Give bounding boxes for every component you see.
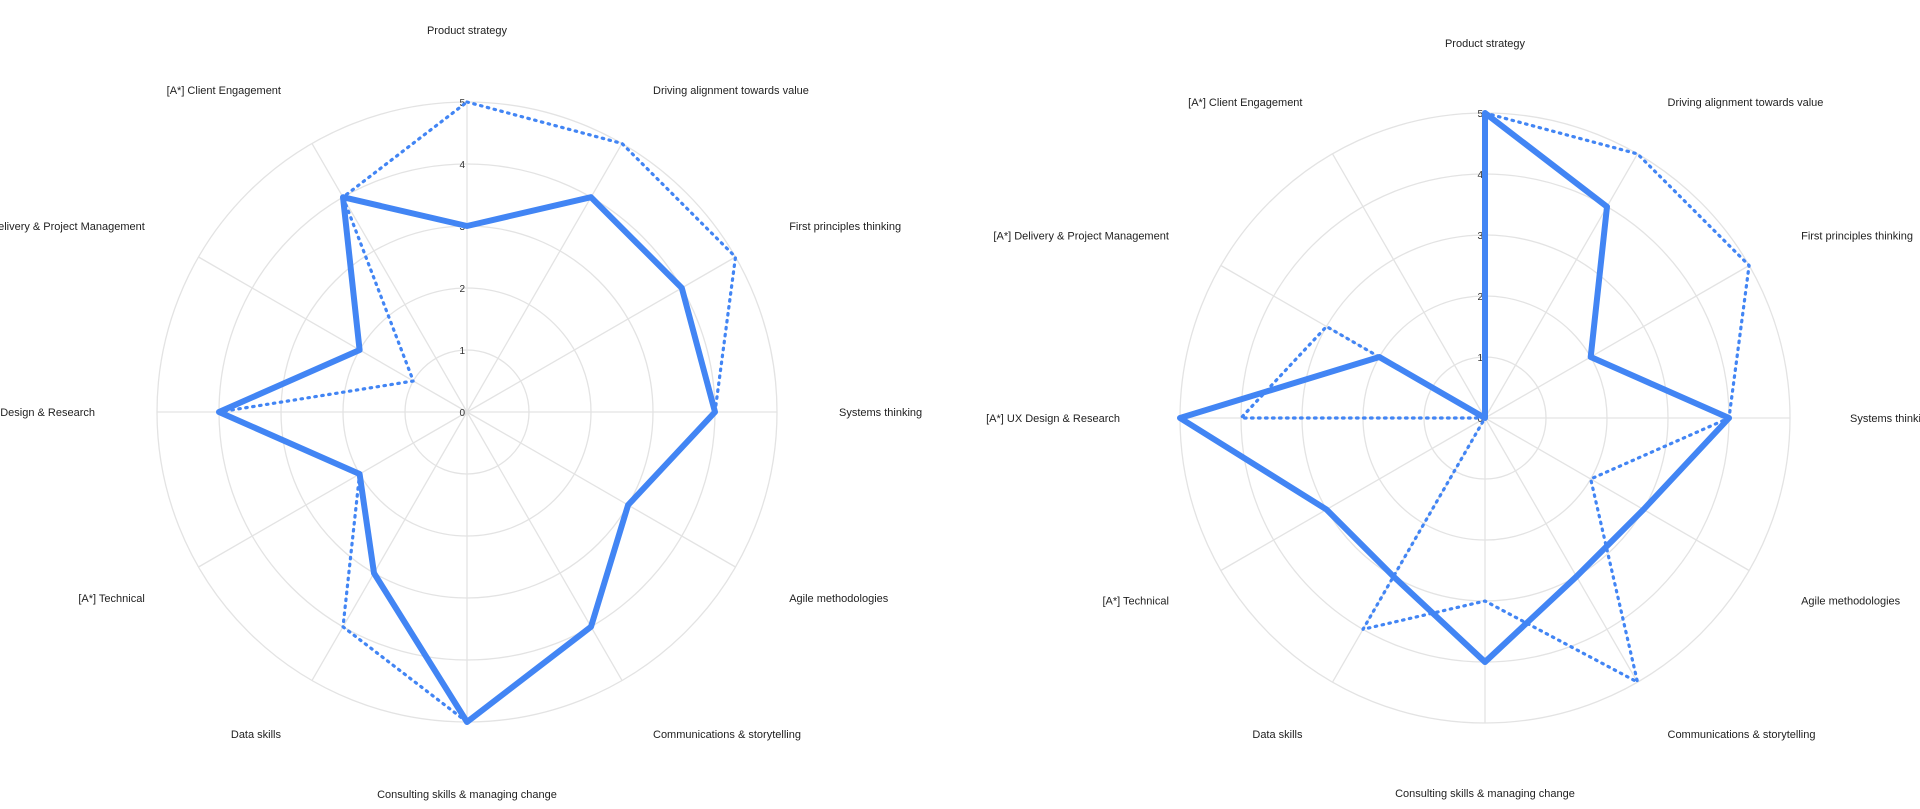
grid-spoke — [1220, 417, 1486, 572]
series-solid-line — [216, 194, 718, 725]
grid-spoke — [466, 256, 736, 413]
axis-label: [A*] Technical — [1102, 596, 1168, 608]
grid-spoke — [466, 411, 736, 568]
axis-label: [A*] Client Engagement — [167, 85, 281, 97]
axis-label: Driving alignment towards value — [653, 85, 809, 97]
axis-label: Data skills — [1252, 729, 1303, 741]
grid-spoke — [198, 411, 468, 568]
axis-label: Data skills — [231, 729, 282, 741]
tick-label: 2 — [1477, 292, 1483, 303]
axis-label: [A*] Client Engagement — [1188, 97, 1302, 109]
series-solid-line — [1177, 110, 1732, 665]
axis-label: Product strategy — [1445, 38, 1526, 50]
tick-label: 0 — [459, 408, 465, 419]
axis-label: Consulting skills & managing change — [1395, 788, 1575, 800]
grid-spoke — [198, 256, 468, 413]
tick-label: 2 — [459, 284, 465, 295]
tick-label: 3 — [1477, 231, 1483, 242]
tick-label: 1 — [459, 346, 465, 357]
tick-label: 0 — [1477, 414, 1483, 425]
axis-label: Agile methodologies — [789, 593, 889, 605]
axis-label: Systems thinking — [839, 407, 922, 419]
axis-label: Communications & storytelling — [1668, 729, 1816, 741]
grid-spoke — [466, 411, 623, 681]
axis-label: [A*] Delivery & Project Management — [993, 231, 1168, 243]
grid-spoke — [1484, 417, 1750, 572]
radar-chart-2: 0 1 2 3 4 5 Product strategy Driving alignment … — [986, 38, 1920, 800]
tick-label: 1 — [1477, 353, 1483, 364]
axis-label: Consulting skills & managing change — [377, 789, 557, 801]
axis-label: [A*] UX Design & Research — [986, 413, 1120, 425]
axis-label: Systems thinking — [1850, 413, 1920, 425]
grid-spoke — [466, 143, 623, 413]
axis-label: Driving alignment towards value — [1668, 97, 1824, 109]
axis-label: Communications & storytelling — [653, 729, 801, 741]
tick-label: 5 — [1477, 109, 1483, 120]
axis-label: [A*] Technical — [78, 593, 144, 605]
grid-spoke — [311, 411, 468, 681]
grid-spoke — [311, 143, 468, 413]
axis-label: Product strategy — [427, 25, 508, 37]
grid-spoke — [1484, 417, 1639, 683]
grid-spoke — [1484, 153, 1639, 419]
axis-label: [A*] UX Design & Research — [0, 407, 95, 419]
axis-label: First principles thinking — [1801, 231, 1913, 243]
grid-spoke — [1331, 153, 1486, 419]
axis-label: First principles thinking — [789, 221, 901, 233]
series-dotted-line — [1239, 111, 1751, 684]
axis-label: [A*] Delivery & Project Management — [0, 221, 145, 233]
tick-label: 4 — [1477, 170, 1483, 181]
grid-spoke — [1484, 264, 1750, 419]
axis-label: Agile methodologies — [1801, 596, 1901, 608]
tick-label: 4 — [459, 160, 465, 171]
